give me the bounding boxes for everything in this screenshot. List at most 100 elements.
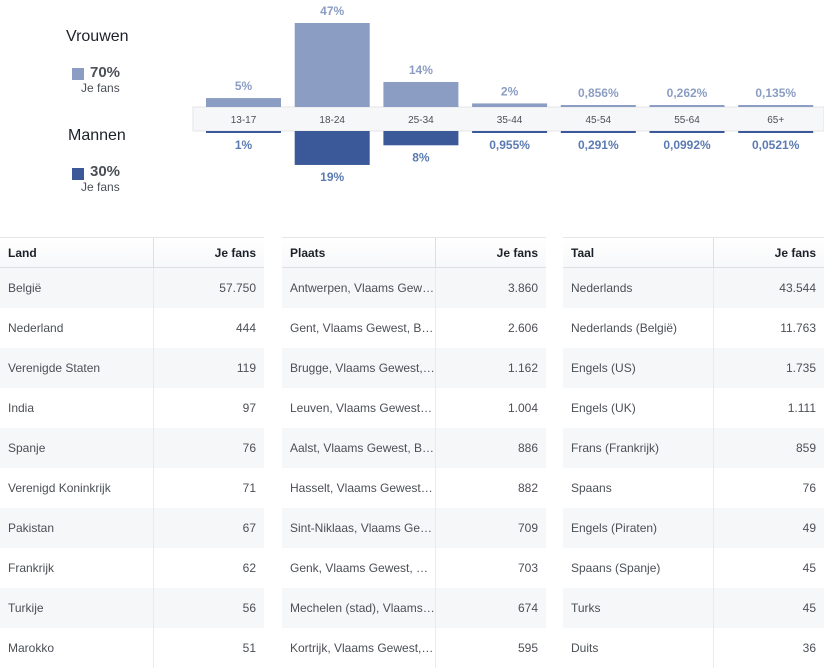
table-row: Pakistan 67 bbox=[0, 508, 264, 548]
column-header-name[interactable]: Plaats bbox=[282, 238, 436, 267]
table-header: Land Je fans bbox=[0, 238, 264, 268]
row-fans-cell: 1.004 bbox=[507, 401, 538, 415]
row-fans-cell: 1.162 bbox=[507, 361, 538, 375]
table-row: Verenigd Koninkrijk 71 bbox=[0, 468, 264, 508]
row-fans-cell: 97 bbox=[242, 401, 256, 415]
row-fans-cell: 36 bbox=[802, 641, 816, 655]
column-header-fans[interactable]: Je fans bbox=[496, 245, 538, 260]
bar-men-45-54 bbox=[560, 131, 636, 133]
column-header-fans[interactable]: Je fans bbox=[774, 245, 816, 260]
row-name-cell: Sint-Niklaas, Vlaams Gewest, België bbox=[282, 508, 436, 548]
column-header-name[interactable]: Land bbox=[0, 238, 154, 267]
row-name-cell: Frans (Frankrijk) bbox=[563, 428, 714, 468]
table-row: Spaans (Spanje) 45 bbox=[563, 548, 824, 588]
label-women-35-44: 2% bbox=[501, 84, 519, 98]
row-fans-cell: 11.763 bbox=[780, 321, 816, 335]
row-name-cell: Nederlands bbox=[563, 268, 714, 308]
row-name-cell: Spaans (Spanje) bbox=[563, 548, 714, 588]
row-name-cell: Verenigde Staten bbox=[0, 348, 154, 388]
men-percentage: 30% bbox=[90, 163, 121, 180]
row-name-cell: Spanje bbox=[0, 428, 154, 468]
bar-men-55-64 bbox=[649, 131, 725, 133]
table-row: Engels (UK) 1.111 bbox=[563, 388, 824, 428]
row-name-cell: Brugge, Vlaams Gewest, België bbox=[282, 348, 436, 388]
age-label-18-24: 18-24 bbox=[319, 115, 345, 126]
row-name-cell: Marokko bbox=[0, 628, 154, 668]
bar-men-35-44 bbox=[472, 131, 548, 133]
row-name-cell: Gent, Vlaams Gewest, België bbox=[282, 308, 436, 348]
bar-women-65+ bbox=[738, 105, 814, 107]
row-fans-cell: 1.735 bbox=[785, 361, 816, 375]
table-row: Engels (Piraten) 49 bbox=[563, 508, 824, 548]
table-row: Nederland 444 bbox=[0, 308, 264, 348]
women-percentage-label: Je fans bbox=[81, 81, 120, 95]
row-fans-cell: 859 bbox=[795, 441, 816, 455]
bar-women-45-54 bbox=[560, 105, 636, 107]
bar-women-18-24 bbox=[294, 23, 370, 107]
table-row: Aalst, Vlaams Gewest, België 886 bbox=[282, 428, 546, 468]
row-name-cell: Genk, Vlaams Gewest, België bbox=[282, 548, 436, 588]
bar-women-35-44 bbox=[472, 103, 548, 107]
column-header-name[interactable]: Taal bbox=[563, 238, 714, 267]
row-name-cell: Nederland bbox=[0, 308, 154, 348]
table-row: Frankrijk 62 bbox=[0, 548, 264, 588]
label-women-55-64: 0,262% bbox=[667, 86, 708, 100]
row-name-cell: Frankrijk bbox=[0, 548, 154, 588]
row-fans-cell: 882 bbox=[517, 481, 538, 495]
table-row: Gent, Vlaams Gewest, België 2.606 bbox=[282, 308, 546, 348]
table-row: Spaans 76 bbox=[563, 468, 824, 508]
row-name-cell: Nederlands (België) bbox=[563, 308, 714, 348]
row-fans-cell: 67 bbox=[242, 521, 256, 535]
legend-women-title: Vrouwen bbox=[66, 28, 129, 45]
label-men-45-54: 0,291% bbox=[578, 138, 619, 152]
row-fans-cell: 703 bbox=[517, 561, 538, 575]
row-fans-cell: 674 bbox=[517, 601, 538, 615]
table-row: Genk, Vlaams Gewest, België 703 bbox=[282, 548, 546, 588]
table-row: Engels (US) 1.735 bbox=[563, 348, 824, 388]
row-fans-cell: 49 bbox=[802, 521, 816, 535]
row-fans-cell: 51 bbox=[242, 641, 256, 655]
label-men-65+: 0,0521% bbox=[752, 138, 800, 152]
table-row: Kortrijk, Vlaams Gewest, België 595 bbox=[282, 628, 546, 668]
table-row: Hasselt, Vlaams Gewest, België 882 bbox=[282, 468, 546, 508]
city-table: Plaats Je fans Antwerpen, Vlaams Gewest, B… bbox=[282, 237, 546, 668]
table-row: Antwerpen, Vlaams Gewest, België 3.860 bbox=[282, 268, 546, 308]
table-row: Brugge, Vlaams Gewest, België 1.162 bbox=[282, 348, 546, 388]
row-name-cell: Engels (Piraten) bbox=[563, 508, 714, 548]
row-fans-cell: 56 bbox=[242, 601, 256, 615]
row-name-cell: Mechelen (stad), Vlaams Gewest, België bbox=[282, 588, 436, 628]
label-men-35-44: 0,955% bbox=[489, 138, 530, 152]
column-header-fans[interactable]: Je fans bbox=[214, 245, 256, 260]
row-name-cell: Aalst, Vlaams Gewest, België bbox=[282, 428, 436, 468]
table-row: Sint-Niklaas, Vlaams Gewest, België 709 bbox=[282, 508, 546, 548]
legend-men-title: Mannen bbox=[68, 127, 126, 144]
age-label-45-54: 45-54 bbox=[586, 115, 612, 126]
table-row: Nederlands 43.544 bbox=[563, 268, 824, 308]
table-row: Nederlands (België) 11.763 bbox=[563, 308, 824, 348]
label-women-18-24: 47% bbox=[320, 4, 344, 18]
row-name-cell: Hasselt, Vlaams Gewest, België bbox=[282, 468, 436, 508]
row-name-cell: Kortrijk, Vlaams Gewest, België bbox=[282, 628, 436, 668]
label-men-25-34: 8% bbox=[412, 150, 430, 164]
language-table: Taal Je fans Nederlands 43.544 Nederlands (B… bbox=[563, 237, 824, 668]
bar-women-25-34 bbox=[383, 81, 459, 107]
age-label-35-44: 35-44 bbox=[497, 115, 523, 126]
age-label-25-34: 25-34 bbox=[408, 115, 434, 126]
label-men-18-24: 19% bbox=[320, 170, 344, 184]
table-row: Turkije 56 bbox=[0, 588, 264, 628]
women-percentage: 70% bbox=[90, 64, 121, 81]
row-name-cell: België bbox=[0, 268, 154, 308]
row-fans-cell: 119 bbox=[236, 361, 256, 375]
row-name-cell: Duits bbox=[563, 628, 714, 668]
row-fans-cell: 76 bbox=[242, 441, 256, 455]
table-row: België 57.750 bbox=[0, 268, 264, 308]
table-row: Frans (Frankrijk) 859 bbox=[563, 428, 824, 468]
row-fans-cell: 71 bbox=[242, 481, 256, 495]
row-fans-cell: 2.606 bbox=[507, 321, 538, 335]
table-header: Plaats Je fans bbox=[282, 238, 546, 268]
row-fans-cell: 57.750 bbox=[219, 281, 256, 295]
bar-women-55-64 bbox=[649, 105, 725, 107]
row-name-cell: Antwerpen, Vlaams Gewest, België bbox=[282, 268, 436, 308]
row-fans-cell: 62 bbox=[242, 561, 256, 575]
bar-men-18-24 bbox=[294, 131, 370, 165]
